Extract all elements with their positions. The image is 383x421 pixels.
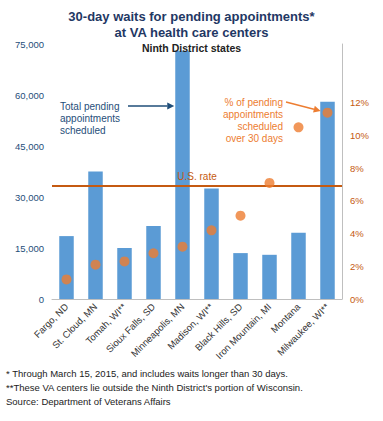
svg-text:Iron Mountain, MI: Iron Mountain, MI	[213, 301, 273, 361]
svg-text:% of pending: % of pending	[225, 97, 283, 108]
svg-text:Fargo, ND: Fargo, ND	[31, 301, 71, 340]
svg-text:15,000: 15,000	[15, 243, 44, 254]
svg-text:Total pending: Total pending	[60, 101, 120, 112]
svg-text:**These VA centers lie outside: **These VA centers lie outside the Ninth…	[6, 382, 303, 393]
svg-text:appointments: appointments	[223, 109, 283, 120]
svg-text:appointments: appointments	[60, 113, 120, 124]
svg-text:30-day waits for pending appoi: 30-day waits for pending appointments*	[68, 9, 315, 24]
svg-text:* Through March 15, 2015, and: * Through March 15, 2015, and includes w…	[6, 368, 288, 379]
svg-text:scheduled: scheduled	[60, 125, 106, 136]
svg-text:Montana: Montana	[268, 301, 303, 335]
svg-text:at VA health care centers: at VA health care centers	[115, 25, 269, 40]
svg-text:12%: 12%	[350, 97, 370, 108]
svg-text:St. Cloud, MN: St. Cloud, MN	[49, 301, 100, 351]
svg-text:Minneapolis, MN: Minneapolis, MN	[128, 301, 187, 359]
svg-text:scheduled: scheduled	[237, 121, 283, 132]
svg-text:6%: 6%	[350, 195, 364, 206]
svg-text:0: 0	[39, 294, 44, 305]
svg-text:10%: 10%	[350, 130, 370, 141]
svg-text:Black Hills, SD: Black Hills, SD	[192, 301, 245, 353]
svg-text:45,000: 45,000	[15, 141, 44, 152]
svg-text:Sioux Falls, SD: Sioux Falls, SD	[104, 301, 158, 355]
svg-text:U.S. rate: U.S. rate	[177, 171, 217, 182]
svg-text:75,000: 75,000	[15, 39, 44, 50]
svg-text:30,000: 30,000	[15, 192, 44, 203]
svg-text:Madison, WI**: Madison, WI**	[165, 301, 216, 352]
svg-text:Milwaukee, WI**: Milwaukee, WI**	[275, 301, 332, 358]
svg-text:0%: 0%	[350, 294, 364, 305]
svg-text:Tomah, WI**: Tomah, WI**	[83, 301, 129, 347]
svg-text:over 30 days: over 30 days	[226, 133, 283, 144]
svg-text:8%: 8%	[350, 163, 364, 174]
svg-text:60,000: 60,000	[15, 90, 44, 101]
svg-text:Source: Department of Veterans: Source: Department of Veterans Affairs	[6, 396, 171, 407]
svg-text:Ninth District states: Ninth District states	[142, 42, 241, 54]
svg-text:2%: 2%	[350, 261, 364, 272]
svg-text:4%: 4%	[350, 228, 364, 239]
